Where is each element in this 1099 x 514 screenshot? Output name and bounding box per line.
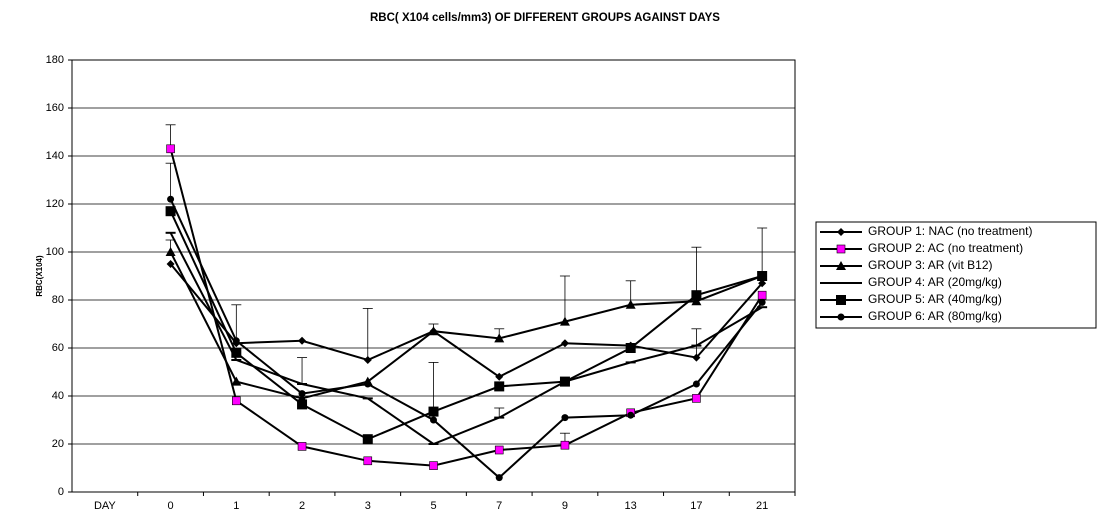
data-point: [166, 260, 175, 268]
data-point: [232, 396, 241, 406]
legend-marker: [836, 295, 846, 305]
data-point: [757, 271, 768, 281]
y-tick-label: 60: [52, 342, 64, 354]
x-tick-label: DAY: [94, 500, 116, 512]
data-point: [231, 347, 242, 358]
y-tick-label: 100: [46, 246, 64, 258]
legend-label: GROUP 3: AR (vit B12): [868, 258, 992, 272]
data-point: [627, 411, 635, 419]
x-tick-label: 9: [562, 500, 568, 512]
series-line: [169, 198, 763, 479]
data-point: [560, 339, 569, 348]
legend-marker: [837, 228, 845, 236]
series-line: [169, 210, 763, 441]
y-axis-label: RBC(X104): [35, 255, 44, 297]
series-line: [169, 251, 763, 400]
data-point: [363, 356, 372, 364]
legend-label: GROUP 2: AC (no treatment): [868, 241, 1023, 255]
data-point: [298, 336, 307, 345]
data-point: [166, 144, 175, 154]
data-point: [297, 442, 307, 451]
y-tick-label: 140: [46, 150, 64, 162]
x-tick-label: 3: [365, 500, 371, 512]
y-tick-label: 80: [52, 294, 64, 306]
series-line: [169, 148, 763, 467]
data-point: [494, 381, 505, 392]
data-point: [363, 456, 373, 466]
data-point: [167, 195, 175, 203]
data-point: [430, 416, 437, 424]
data-point: [560, 440, 570, 450]
data-point: [758, 298, 766, 306]
y-tick-label: 40: [52, 390, 64, 402]
data-point: [165, 206, 176, 217]
data-point: [692, 394, 701, 403]
data-point: [232, 337, 240, 345]
data-point: [165, 247, 176, 256]
data-point: [364, 380, 372, 388]
data-point: [298, 390, 306, 398]
x-tick-label: 7: [496, 500, 502, 512]
data-point: [495, 474, 503, 482]
x-tick-label: 21: [756, 500, 768, 512]
series-line: [169, 263, 763, 378]
legend-label: GROUP 6: AR (80mg/kg): [868, 309, 1002, 323]
data-point: [758, 279, 767, 288]
legend-box: [815, 221, 1097, 329]
series-line: [169, 232, 763, 446]
data-point: [362, 434, 373, 445]
y-tick-label: 180: [46, 54, 64, 66]
data-point: [494, 333, 505, 343]
x-tick-label: 5: [430, 500, 436, 512]
data-point: [297, 399, 308, 410]
legend-label: GROUP 4: AR (20mg/kg): [868, 275, 1002, 289]
data-point: [692, 353, 701, 362]
y-tick-label: 20: [52, 438, 64, 450]
data-point: [559, 316, 570, 326]
legend-marker: [837, 313, 845, 321]
x-tick-label: 13: [625, 500, 637, 512]
legend-marker: [836, 244, 846, 254]
plot-border: [71, 59, 796, 493]
data-point: [757, 290, 767, 300]
x-tick-label: 2: [299, 500, 305, 512]
data-point: [625, 299, 636, 309]
chart-title: RBC( X104 cells/mm3) OF DIFFERENT GROUPS…: [370, 12, 720, 24]
data-point: [692, 380, 700, 388]
data-point: [691, 290, 702, 301]
y-tick-label: 120: [46, 198, 64, 210]
x-tick-label: 17: [690, 500, 702, 512]
data-point: [231, 376, 242, 386]
data-point: [428, 326, 439, 336]
data-point: [495, 372, 504, 381]
legend-marker: [836, 261, 846, 270]
x-tick-label: 0: [168, 500, 174, 512]
x-tick-label: 1: [233, 500, 239, 512]
data-point: [625, 343, 636, 353]
data-point: [691, 296, 702, 306]
legend-label: GROUP 1: NAC (no treatment): [868, 224, 1033, 238]
data-point: [559, 376, 570, 387]
data-point: [429, 461, 438, 470]
legend-label: GROUP 5: AR (40mg/kg): [868, 292, 1002, 306]
data-point: [494, 445, 504, 455]
data-point: [561, 414, 569, 422]
y-tick-label: 0: [58, 486, 64, 498]
data-point: [428, 406, 439, 417]
y-tick-label: 160: [46, 102, 64, 114]
